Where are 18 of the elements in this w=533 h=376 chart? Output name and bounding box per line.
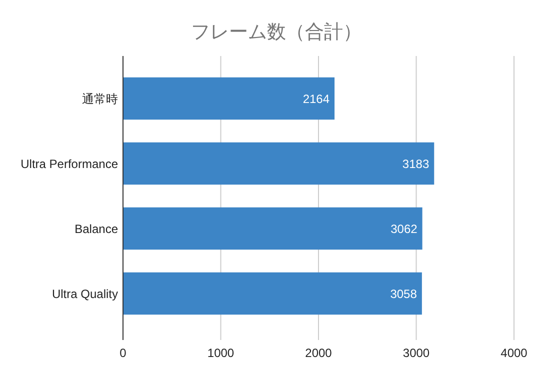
data-label: 3058 — [390, 287, 418, 301]
data-label: 2164 — [302, 92, 330, 106]
x-tick-label: 4000 — [500, 346, 528, 360]
y-tick-label: Ultra Quality — [52, 287, 118, 301]
bar — [123, 272, 422, 315]
x-tick-label: 2000 — [305, 346, 332, 360]
chart-title: フレーム数（合計） — [191, 22, 362, 43]
bar — [123, 207, 422, 250]
y-tick-label: Ultra Performance — [20, 157, 118, 171]
data-label: 3062 — [390, 222, 418, 236]
y-tick-label: 通常時 — [82, 92, 118, 106]
x-tick-label: 0 — [120, 346, 127, 360]
bar — [123, 142, 434, 185]
y-tick-label: Balance — [74, 222, 118, 236]
bar — [123, 77, 335, 120]
data-label: 3183 — [402, 157, 430, 171]
x-tick-label: 1000 — [207, 346, 234, 360]
x-tick-label: 3000 — [402, 346, 430, 360]
